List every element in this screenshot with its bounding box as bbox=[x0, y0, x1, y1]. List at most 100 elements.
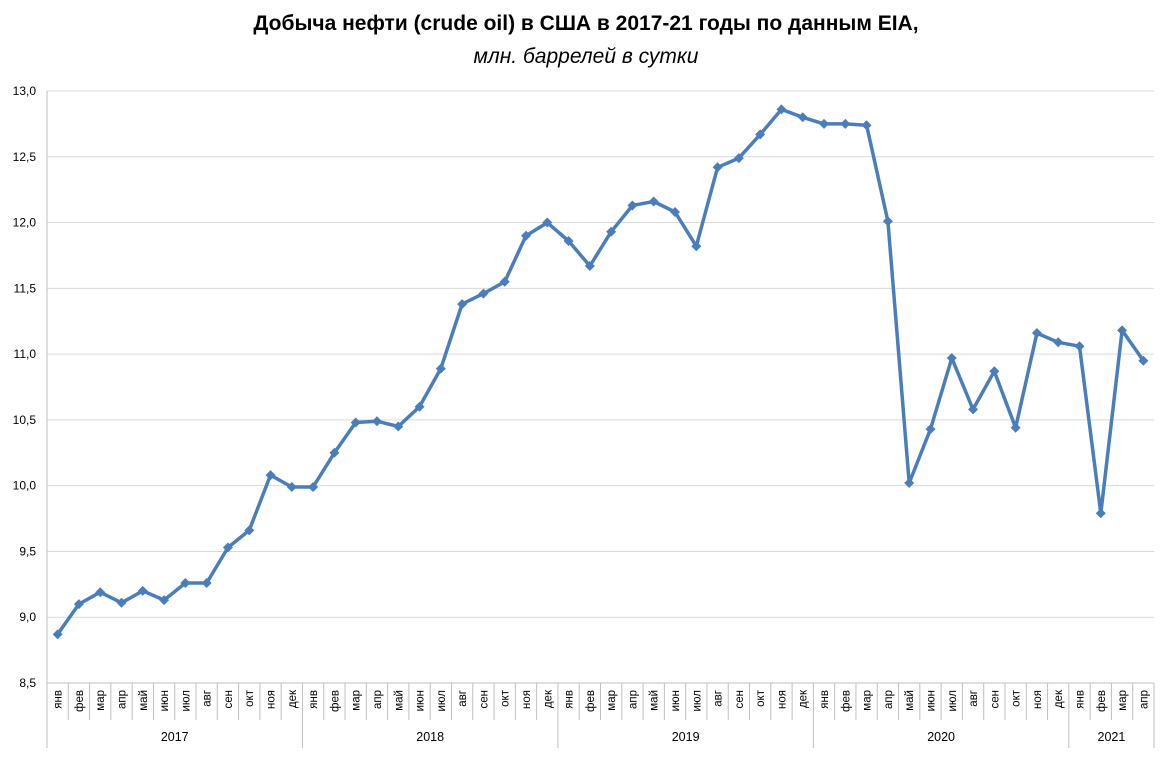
x-tick-label: фев bbox=[329, 690, 341, 712]
data-point bbox=[393, 421, 404, 432]
data-point bbox=[712, 162, 723, 173]
data-point bbox=[797, 112, 808, 123]
data-point bbox=[584, 260, 595, 271]
data-point bbox=[989, 366, 1000, 377]
x-tick-label: июл bbox=[947, 690, 959, 712]
chart-title: Добыча нефти (crude oil) в США в 2017-21… bbox=[253, 12, 919, 35]
year-label: 2018 bbox=[416, 730, 444, 744]
x-tick-label: фев bbox=[585, 690, 597, 712]
year-label: 2019 bbox=[672, 730, 700, 744]
x-tick-label: фев bbox=[1096, 690, 1108, 712]
x-tick-label: окт bbox=[500, 689, 512, 707]
data-point bbox=[329, 447, 340, 458]
x-tick-label: апр bbox=[372, 690, 384, 709]
x-tick-label: авг bbox=[457, 690, 469, 707]
x-tick-label: июл bbox=[436, 690, 448, 712]
x-tick-label: ноя bbox=[1032, 690, 1044, 709]
x-tick-label: сен bbox=[989, 690, 1001, 709]
data-point bbox=[371, 416, 382, 427]
data-point bbox=[1074, 341, 1085, 352]
data-point bbox=[1010, 422, 1021, 433]
x-tick-label: сен bbox=[478, 690, 490, 709]
x-tick-label: апр bbox=[117, 690, 129, 709]
x-tick-label: янв bbox=[1074, 690, 1086, 709]
data-point bbox=[308, 481, 319, 492]
x-tick-label: май bbox=[904, 690, 916, 711]
data-point bbox=[776, 104, 787, 115]
chart-subtitle: млн. баррелей в сутки bbox=[473, 45, 699, 68]
x-tick-label: сен bbox=[223, 690, 235, 709]
data-point bbox=[840, 118, 851, 129]
x-tick-label: янв bbox=[819, 690, 831, 709]
x-tick-label: ноя bbox=[266, 690, 278, 709]
data-point bbox=[925, 424, 936, 435]
data-point bbox=[1095, 508, 1106, 519]
x-tick-label: ноя bbox=[521, 690, 533, 709]
x-tick-label: фев bbox=[74, 690, 86, 712]
y-tick-label: 12,5 bbox=[13, 150, 37, 164]
x-tick-label: июл bbox=[691, 690, 703, 712]
x-tick-label: май bbox=[393, 690, 405, 711]
x-tick-label: май bbox=[649, 690, 661, 711]
data-point bbox=[265, 470, 276, 481]
x-tick-label: янв bbox=[53, 690, 65, 709]
data-point bbox=[627, 200, 638, 211]
x-tick-label: июн bbox=[670, 690, 682, 711]
x-tick-label: авг bbox=[968, 690, 980, 707]
x-axis: янв фев мар апр май июн июл авг сен окт ноя дек янв ф… bbox=[46, 91, 1155, 748]
data-point bbox=[159, 595, 170, 606]
data-point bbox=[52, 629, 63, 640]
x-tick-label: июн bbox=[159, 690, 171, 711]
data-point bbox=[244, 525, 255, 536]
data-point bbox=[946, 353, 957, 364]
data-point bbox=[457, 299, 468, 310]
year-label: 2017 bbox=[161, 730, 189, 744]
x-tick-label: апр bbox=[883, 690, 895, 709]
data-point bbox=[1138, 355, 1149, 366]
data-point bbox=[499, 276, 510, 287]
x-tick-label: июн bbox=[925, 690, 937, 711]
data-point bbox=[73, 599, 84, 610]
data-point bbox=[606, 226, 617, 237]
data-point bbox=[137, 585, 148, 596]
data-point bbox=[904, 478, 915, 489]
y-tick-label: 9,0 bbox=[19, 610, 36, 624]
x-tick-label: окт bbox=[244, 689, 256, 707]
data-point bbox=[478, 288, 489, 299]
data-point bbox=[648, 196, 659, 207]
data-point bbox=[414, 401, 425, 412]
data-point bbox=[882, 216, 893, 227]
series-line bbox=[56, 107, 1145, 636]
x-tick-label: фев bbox=[840, 690, 852, 712]
data-point bbox=[819, 118, 830, 129]
data-point bbox=[670, 207, 681, 218]
x-tick-label: дек bbox=[798, 689, 810, 708]
x-tick-label: окт bbox=[1011, 689, 1023, 707]
y-tick-label: 11,0 bbox=[14, 347, 37, 361]
data-point bbox=[733, 153, 744, 164]
x-tick-label: апр bbox=[627, 690, 639, 709]
x-tick-label: мар bbox=[862, 690, 874, 711]
y-tick-label: 12,0 bbox=[13, 216, 37, 230]
data-point bbox=[968, 404, 979, 415]
y-tick-label: 11,5 bbox=[14, 281, 37, 295]
data-point bbox=[116, 597, 127, 608]
x-tick-label: мар bbox=[1117, 690, 1129, 711]
x-tick-label: авг bbox=[713, 690, 725, 707]
data-point bbox=[222, 542, 233, 553]
x-tick-label: окт bbox=[755, 689, 767, 707]
y-tick-label: 8,5 bbox=[19, 676, 36, 690]
x-tick-label: мар bbox=[606, 690, 618, 711]
x-tick-label: янв bbox=[564, 690, 576, 709]
x-tick-label: янв bbox=[308, 690, 320, 709]
x-tick-label: дек bbox=[287, 689, 299, 708]
data-point bbox=[563, 235, 574, 246]
gridlines bbox=[47, 90, 1154, 618]
year-label: 2020 bbox=[927, 730, 955, 744]
series-line-group bbox=[52, 104, 1149, 640]
data-point bbox=[861, 120, 872, 131]
x-tick-label: июл bbox=[180, 690, 192, 712]
data-point bbox=[180, 578, 191, 589]
data-point bbox=[1053, 337, 1064, 348]
y-axis-ticks: 8,5 9,0 9,5 10,0 10,5 11,0 11,5 12,0 12,5 13,0 bbox=[13, 84, 37, 690]
